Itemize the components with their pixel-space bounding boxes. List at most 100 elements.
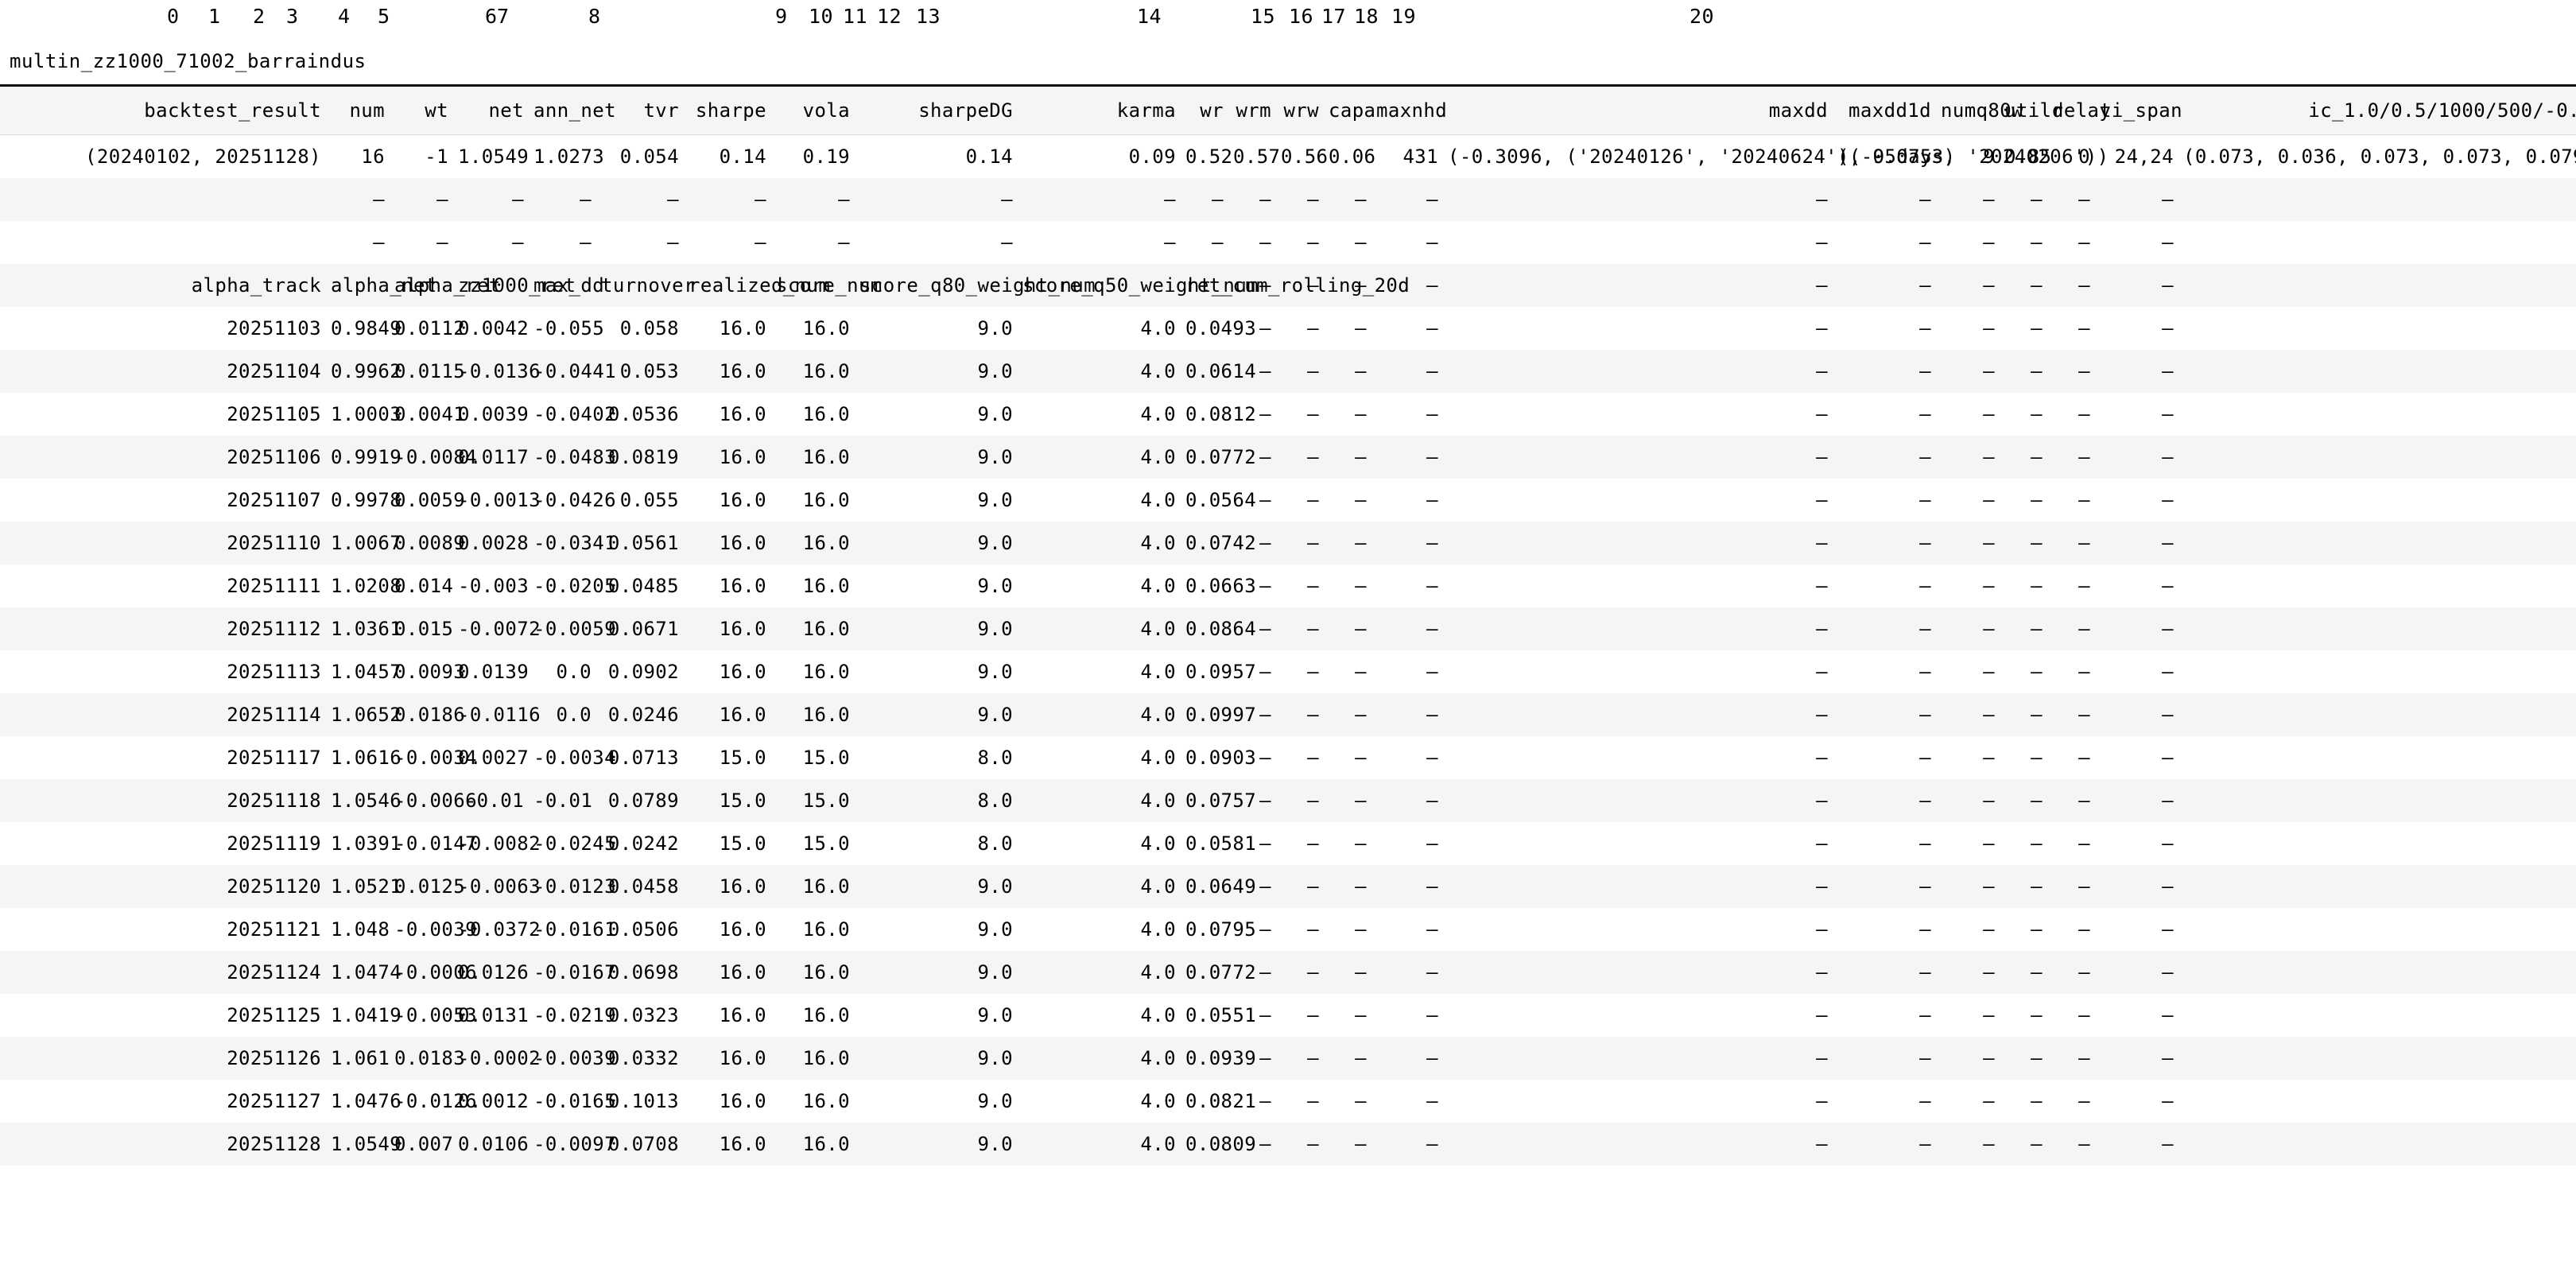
- detail-table-row: 20251124 1.0474 -0.0006 0.0126 -0.0167 0.0698…: [0, 951, 2576, 994]
- detail-cell: 15.0: [771, 822, 855, 865]
- summary-cell: —: [1371, 178, 1443, 221]
- detail-cell: —: [1371, 479, 1443, 522]
- detail-cell: —: [1371, 350, 1443, 393]
- detail-table-row: 20251119 1.0391 -0.0147 -0.0082 -0.0245 0.024…: [0, 822, 2576, 865]
- detail-cell: -0.0084: [390, 436, 477, 479]
- detail-cell: 0.0772: [1181, 436, 1256, 479]
- detail-cell: —: [2047, 693, 2095, 736]
- detail-cell: —: [1228, 350, 1276, 393]
- detail-cell: —: [1833, 650, 1936, 693]
- detail-cell: —: [2047, 908, 2095, 951]
- detail-cell: —: [2000, 307, 2047, 350]
- detail-cell: 0.0561: [596, 522, 684, 564]
- detail-cell: —: [1228, 951, 1276, 994]
- detail-table-row: 20251106 0.9919 -0.0084 0.0117 -0.0483 0.0819…: [0, 436, 2576, 479]
- detail-cell: —: [2095, 1080, 2178, 1123]
- detail-cell: 1.0067: [326, 522, 402, 564]
- column-index-13: 13: [916, 5, 941, 28]
- detail-cell: -0.0053: [390, 994, 477, 1037]
- detail-cell: 0.0126: [453, 951, 529, 994]
- detail-cell: 4.0: [1018, 522, 1181, 564]
- detail-cell: 16.0: [771, 994, 855, 1037]
- detail-cell: 0.9849: [326, 307, 402, 350]
- detail-cell: 1.0549: [326, 1123, 402, 1166]
- detail-cell: —: [2178, 564, 2576, 607]
- detail-cell: 16.0: [684, 436, 771, 479]
- detail-cell: 16.0: [684, 994, 771, 1037]
- detail-cell: —: [1228, 522, 1276, 564]
- detail-cell: —: [1833, 736, 1936, 779]
- detail-cell: —: [1324, 994, 1371, 1037]
- detail-table-row: 20251112 1.0361 0.015 -0.0072 -0.0059 0.0671 1…: [0, 607, 2576, 650]
- detail-cell: 0.0663: [1181, 564, 1256, 607]
- detail-cell: —: [2000, 564, 2047, 607]
- detail-cell: -0.0245: [529, 822, 616, 865]
- detail-cell: —: [2095, 564, 2178, 607]
- detail-cell: —: [1276, 1080, 1324, 1123]
- detail-cell: —: [1371, 693, 1443, 736]
- detail-cell: -0.0063: [453, 865, 541, 908]
- column-index-20: 20: [1690, 5, 1715, 28]
- detail-cell: —: [1443, 393, 1833, 436]
- detail-cell: —: [2000, 1123, 2047, 1166]
- detail-cell: 15.0: [771, 779, 855, 822]
- detail-cell: —: [2000, 650, 2047, 693]
- detail-cell: —: [1276, 908, 1324, 951]
- detail-cell: —: [1833, 908, 1936, 951]
- column-index-0: 0: [167, 5, 180, 28]
- detail-cell: -0.0167: [529, 951, 616, 994]
- detail-cell: 4.0: [1018, 908, 1181, 951]
- detail-cell: 0.0186: [390, 693, 465, 736]
- summary-cell: —: [1018, 178, 1181, 221]
- summary-cell: 0.09: [1018, 134, 1181, 178]
- summary-cell: —: [1018, 221, 1181, 264]
- detail-cell: —: [1324, 350, 1371, 393]
- detail-cell: 16.0: [684, 307, 771, 350]
- detail-cell: —: [2178, 479, 2576, 522]
- detail-cell: 0.0042: [453, 307, 529, 350]
- detail-cell: 9.0: [855, 393, 1018, 436]
- detail-cell: —: [2095, 1037, 2178, 1080]
- detail-cell: —: [1276, 736, 1324, 779]
- summary-col-header-tvr: tvr: [596, 84, 684, 135]
- detail-cell: 4.0: [1018, 865, 1181, 908]
- detail-cell: —: [1443, 479, 1833, 522]
- detail-cell: 16.0: [771, 393, 855, 436]
- detail-cell: 20251127: [0, 1080, 326, 1123]
- detail-cell: 4.0: [1018, 736, 1181, 779]
- detail-cell: —: [1371, 522, 1443, 564]
- detail-cell: —: [2095, 436, 2178, 479]
- detail-cell: —: [2047, 350, 2095, 393]
- detail-table-row: 20251125 1.0419 -0.0053 0.0131 -0.0219 0.0323…: [0, 994, 2576, 1037]
- detail-cell: 8.0: [855, 779, 1018, 822]
- detail-cell: 15.0: [684, 736, 771, 779]
- detail-cell: —: [2095, 522, 2178, 564]
- detail-cell: 9.0: [855, 479, 1018, 522]
- detail-cell: —: [2178, 1037, 2576, 1080]
- detail-cell: —: [2000, 1080, 2047, 1123]
- detail-cell: —: [2178, 908, 2576, 951]
- detail-cell: —: [1276, 607, 1324, 650]
- detail-cell: 0.0131: [453, 994, 529, 1037]
- detail-col-header-score-num: score_num: [771, 264, 882, 307]
- detail-cell: —: [1371, 908, 1443, 951]
- detail-cell: —: [1833, 951, 1936, 994]
- detail-cell: —: [1228, 779, 1276, 822]
- detail-cell: 0.0671: [596, 607, 684, 650]
- detail-cell: 1.0476: [326, 1080, 402, 1123]
- detail-cell: —: [2047, 479, 2095, 522]
- detail-cell: 20251120: [0, 865, 326, 908]
- summary-cell: (-0.3096, ('20240126', '20240624'), 95da…: [1443, 134, 1955, 178]
- detail-cell: —: [1324, 693, 1371, 736]
- detail-cell: —: [1936, 393, 2000, 436]
- detail-table-row: 20251128 1.0549 0.007 0.0106 -0.0097 0.0708 16…: [0, 1123, 2576, 1166]
- detail-cell: -0.0123: [529, 865, 616, 908]
- detail-cell: 16.0: [684, 951, 771, 994]
- column-index-8: 8: [588, 5, 601, 28]
- detail-cell: —: [2047, 650, 2095, 693]
- detail-cell: 0.0564: [1181, 479, 1256, 522]
- detail-cell: 0.0536: [596, 393, 684, 436]
- detail-cell: —: [1228, 436, 1276, 479]
- detail-cell: —: [2095, 865, 2178, 908]
- detail-cell: —: [1324, 436, 1371, 479]
